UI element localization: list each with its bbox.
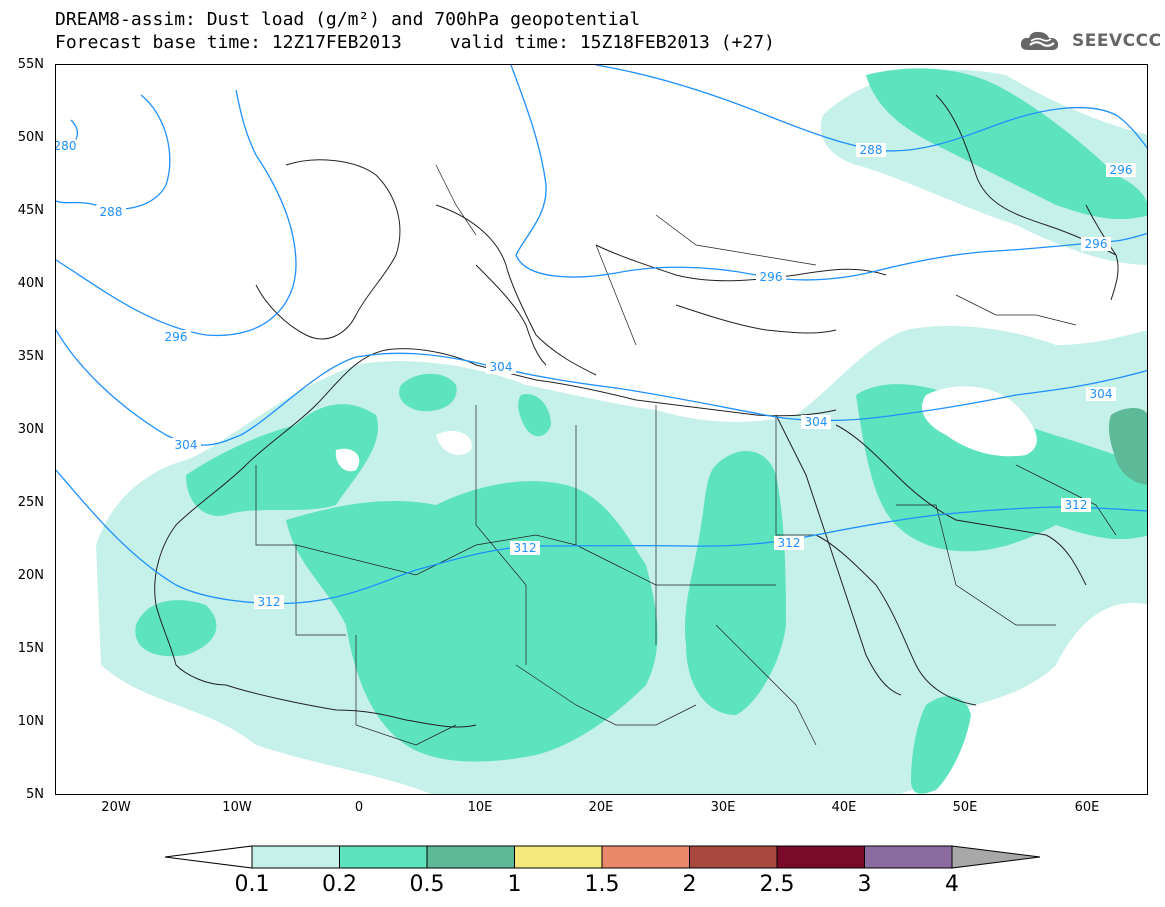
colorbar-bin [776, 845, 865, 869]
valid-time: valid time: 15Z18FEB2013 (+27) [449, 32, 775, 53]
contour-labels: 280 288 288 296 296 296 296 304 304 304 … [56, 139, 1136, 609]
lon-tick-label: 20E [588, 800, 614, 815]
lat-tick-label: 25N [17, 495, 44, 510]
colorbar-label: 2.5 [759, 872, 795, 897]
lat-tick-label: 45N [17, 203, 44, 218]
map-canvas: 280 288 288 296 296 296 296 304 304 304 … [56, 65, 1147, 794]
lon-tick-label: 30E [710, 800, 736, 815]
colorbar-label: 1.5 [584, 872, 620, 897]
map-panel: 280 288 288 296 296 296 296 304 304 304 … [55, 64, 1148, 795]
contour-label-304-center: 304 [490, 360, 513, 374]
contour-label-304-east: 304 [805, 415, 828, 429]
colorbar-bin [689, 845, 778, 869]
lat-tick-label: 5N [26, 787, 44, 802]
colorbar-low-arrow [164, 845, 253, 869]
contour-label-288-west: 288 [100, 205, 123, 219]
colorbar-label: 0.1 [234, 872, 270, 897]
colorbar-bin [339, 845, 428, 869]
lat-tick-label: 20N [17, 568, 44, 583]
colorbar-high-arrow [951, 845, 1041, 869]
brand-name: SEEVCCC [1072, 31, 1162, 51]
colorbar-bin [864, 845, 953, 869]
contour-label-304-far-east: 304 [1090, 387, 1113, 401]
lon-tick-label: 0 [354, 800, 364, 815]
lon-tick-label: 20W [101, 800, 131, 815]
colorbar-label: 2 [682, 872, 697, 897]
map-title: DREAM8-assim: Dust load (g/m²) and 700hP… [55, 9, 641, 30]
contour-label-296-northeast: 296 [1110, 163, 1133, 177]
lon-tick-label: 10W [222, 800, 252, 815]
contour-label-296-west: 296 [165, 330, 188, 344]
contour-label-312-center: 312 [514, 541, 537, 555]
lat-tick-label: 40N [17, 276, 44, 291]
lat-tick-label: 10N [17, 714, 44, 729]
lat-tick-label: 55N [17, 57, 44, 72]
geopotential-contours [56, 65, 1147, 605]
colorbar-bin [514, 845, 603, 869]
lat-tick-label: 35N [17, 349, 44, 364]
cloud-logo-icon [1020, 31, 1059, 50]
dust-load-shading [96, 68, 1147, 794]
contour-label-312-far-east: 312 [1065, 498, 1088, 512]
colorbar-bin [601, 845, 690, 869]
colorbar-bin [426, 845, 515, 869]
contour-label-288-east: 288 [860, 143, 883, 157]
lat-tick-label: 15N [17, 641, 44, 656]
contour-label-304-west: 304 [175, 438, 198, 452]
forecast-base-time: Forecast base time: 12Z17FEB2013 [55, 32, 402, 53]
lon-tick-label: 50E [952, 800, 978, 815]
lat-tick-label: 50N [17, 130, 44, 145]
lon-tick-label: 40E [831, 800, 857, 815]
lon-tick-label: 60E [1074, 800, 1100, 815]
colorbar-label: 1 [507, 872, 522, 897]
contour-label-312-east: 312 [778, 536, 801, 550]
colorbar-label: 0.2 [322, 872, 357, 897]
lat-tick-label: 30N [17, 422, 44, 437]
country-borders [255, 164, 1117, 746]
colorbar-label: 4 [945, 872, 959, 897]
lon-tick-label: 10E [467, 800, 493, 815]
colorbar-label: 3 [857, 872, 872, 897]
colorbar [164, 845, 1041, 869]
map-subtitle: Forecast base time: 12Z17FEB2013 valid ti… [55, 33, 775, 53]
contour-label-280: 280 [56, 139, 76, 153]
coastlines [154, 94, 1119, 728]
contour-label-296-center: 296 [760, 270, 783, 284]
contour-label-312-west: 312 [258, 595, 281, 609]
contour-label-296-east: 296 [1085, 237, 1108, 251]
colorbar-label: 0.5 [409, 872, 445, 897]
colorbar-bin [251, 845, 340, 869]
brand-logo: SEEVCCC [1018, 28, 1162, 54]
